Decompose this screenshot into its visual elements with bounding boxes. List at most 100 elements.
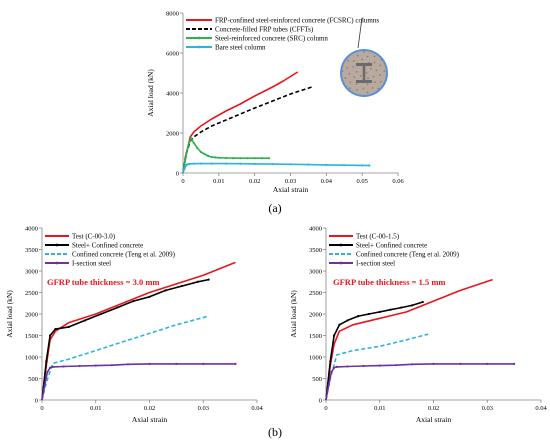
y-tick-label: 1500 [25, 333, 38, 340]
y-tick-label: 2000 [166, 130, 179, 137]
data-point [210, 162, 213, 165]
data-point [183, 166, 186, 170]
data-point [289, 163, 292, 166]
data-point [207, 278, 210, 281]
x-tick-label: 0.03 [198, 405, 209, 412]
series-line [182, 137, 269, 174]
data-point [110, 364, 113, 367]
inset-aggregate [383, 70, 386, 73]
inset-aggregate [369, 67, 372, 70]
data-point [271, 163, 274, 166]
inset-flange-top [356, 63, 372, 66]
data-point [400, 306, 403, 309]
inset-aggregate [359, 74, 362, 77]
x-tick-label: 0.02 [249, 178, 260, 185]
data-point [78, 364, 81, 368]
x-axis-label: Axial strain [273, 185, 308, 194]
data-point [187, 143, 190, 147]
inset-aggregate [379, 74, 381, 77]
x-tick-label: 0.05 [356, 178, 367, 185]
legend-label: Steel+ Confined concrete [356, 241, 427, 249]
inset-aggregate [349, 87, 351, 90]
inset-aggregate [366, 91, 369, 94]
data-point [346, 319, 349, 322]
legend-label: Steel-reinforced concrete (SRC) column [215, 34, 328, 42]
data-point [513, 362, 516, 365]
data-point [62, 365, 65, 368]
legend-label: Concrete-filled FRP tubes (CFFTs) [215, 25, 314, 33]
data-point [214, 156, 217, 159]
inset-aggregate [366, 55, 369, 58]
data-point [184, 155, 187, 159]
y-tick-label: 0 [35, 397, 38, 404]
inset-aggregate [346, 66, 349, 69]
series-line [41, 363, 236, 401]
data-point [202, 362, 205, 365]
inset-aggregate [349, 81, 352, 84]
data-point [234, 362, 237, 365]
y-axis-label: Axial load (kN) [146, 69, 155, 117]
legend-label: FRP-confined steel-reinforced concrete (… [215, 16, 379, 24]
x-tick-label: 0 [181, 178, 184, 185]
inset-aggregate [377, 87, 380, 90]
inset-aggregate [379, 80, 382, 83]
data-point [361, 164, 364, 167]
series-line [325, 278, 493, 401]
inset-aggregate [355, 82, 358, 85]
y-tick-label: 3000 [309, 268, 322, 275]
x-axis-label: Axial strain [132, 415, 167, 424]
data-point [148, 362, 151, 365]
data-point [210, 155, 213, 159]
x-tick-label: 0.02 [144, 405, 155, 412]
data-point [180, 284, 183, 288]
data-point [357, 315, 360, 318]
data-point [45, 360, 48, 363]
data-point [239, 157, 242, 160]
x-tick-label: 0.01 [374, 405, 385, 412]
data-point [116, 306, 119, 309]
data-point [362, 364, 365, 368]
inset-aggregate [347, 59, 349, 62]
inset-aggregate [372, 75, 375, 78]
data-point [83, 319, 87, 322]
y-tick-label: 4000 [25, 225, 38, 232]
legend-label: Steel+ Confined concrete [72, 241, 143, 249]
inset-aggregate [344, 77, 347, 79]
inset-aggregate [373, 55, 376, 58]
inset-aggregate [356, 54, 359, 57]
y-tick-label: 3000 [25, 268, 38, 275]
inset-aggregate [365, 72, 368, 74]
data-point [410, 363, 414, 366]
data-point [332, 366, 336, 369]
data-point [368, 164, 371, 167]
data-point [260, 157, 263, 160]
inset-aggregate [362, 87, 365, 90]
legend-label: Test (C-00-1.5) [356, 232, 400, 240]
data-point [196, 146, 199, 150]
inset-flange-bottom [356, 80, 372, 83]
annotation-label: GFRP tube thickness = 1.5 mm [333, 277, 446, 287]
y-tick-label: 1500 [309, 333, 322, 340]
data-point [189, 136, 192, 140]
data-point [67, 325, 70, 328]
x-tick-label: 0.06 [392, 178, 404, 185]
inset-aggregate [367, 77, 369, 80]
data-point [54, 327, 57, 331]
x-axis-label: Axial strain [416, 415, 451, 424]
y-tick-label: 1000 [309, 354, 322, 361]
x-tick-label: 0.01 [90, 405, 101, 412]
data-point [203, 152, 206, 156]
data-point [224, 162, 228, 165]
legend-label: I-section steel [72, 259, 111, 267]
data-point [192, 141, 195, 145]
y-axis-label: Axial load (kN) [289, 290, 298, 338]
y-tick-label: 2000 [309, 311, 322, 318]
series-line [41, 278, 209, 401]
legend-marker [339, 261, 343, 265]
x-tick-label: 0.03 [482, 405, 493, 412]
legend-marker [55, 243, 59, 247]
inset-aggregate [363, 51, 365, 53]
y-tick-label: 4000 [166, 90, 179, 97]
data-point [335, 365, 338, 368]
data-point [232, 157, 235, 160]
